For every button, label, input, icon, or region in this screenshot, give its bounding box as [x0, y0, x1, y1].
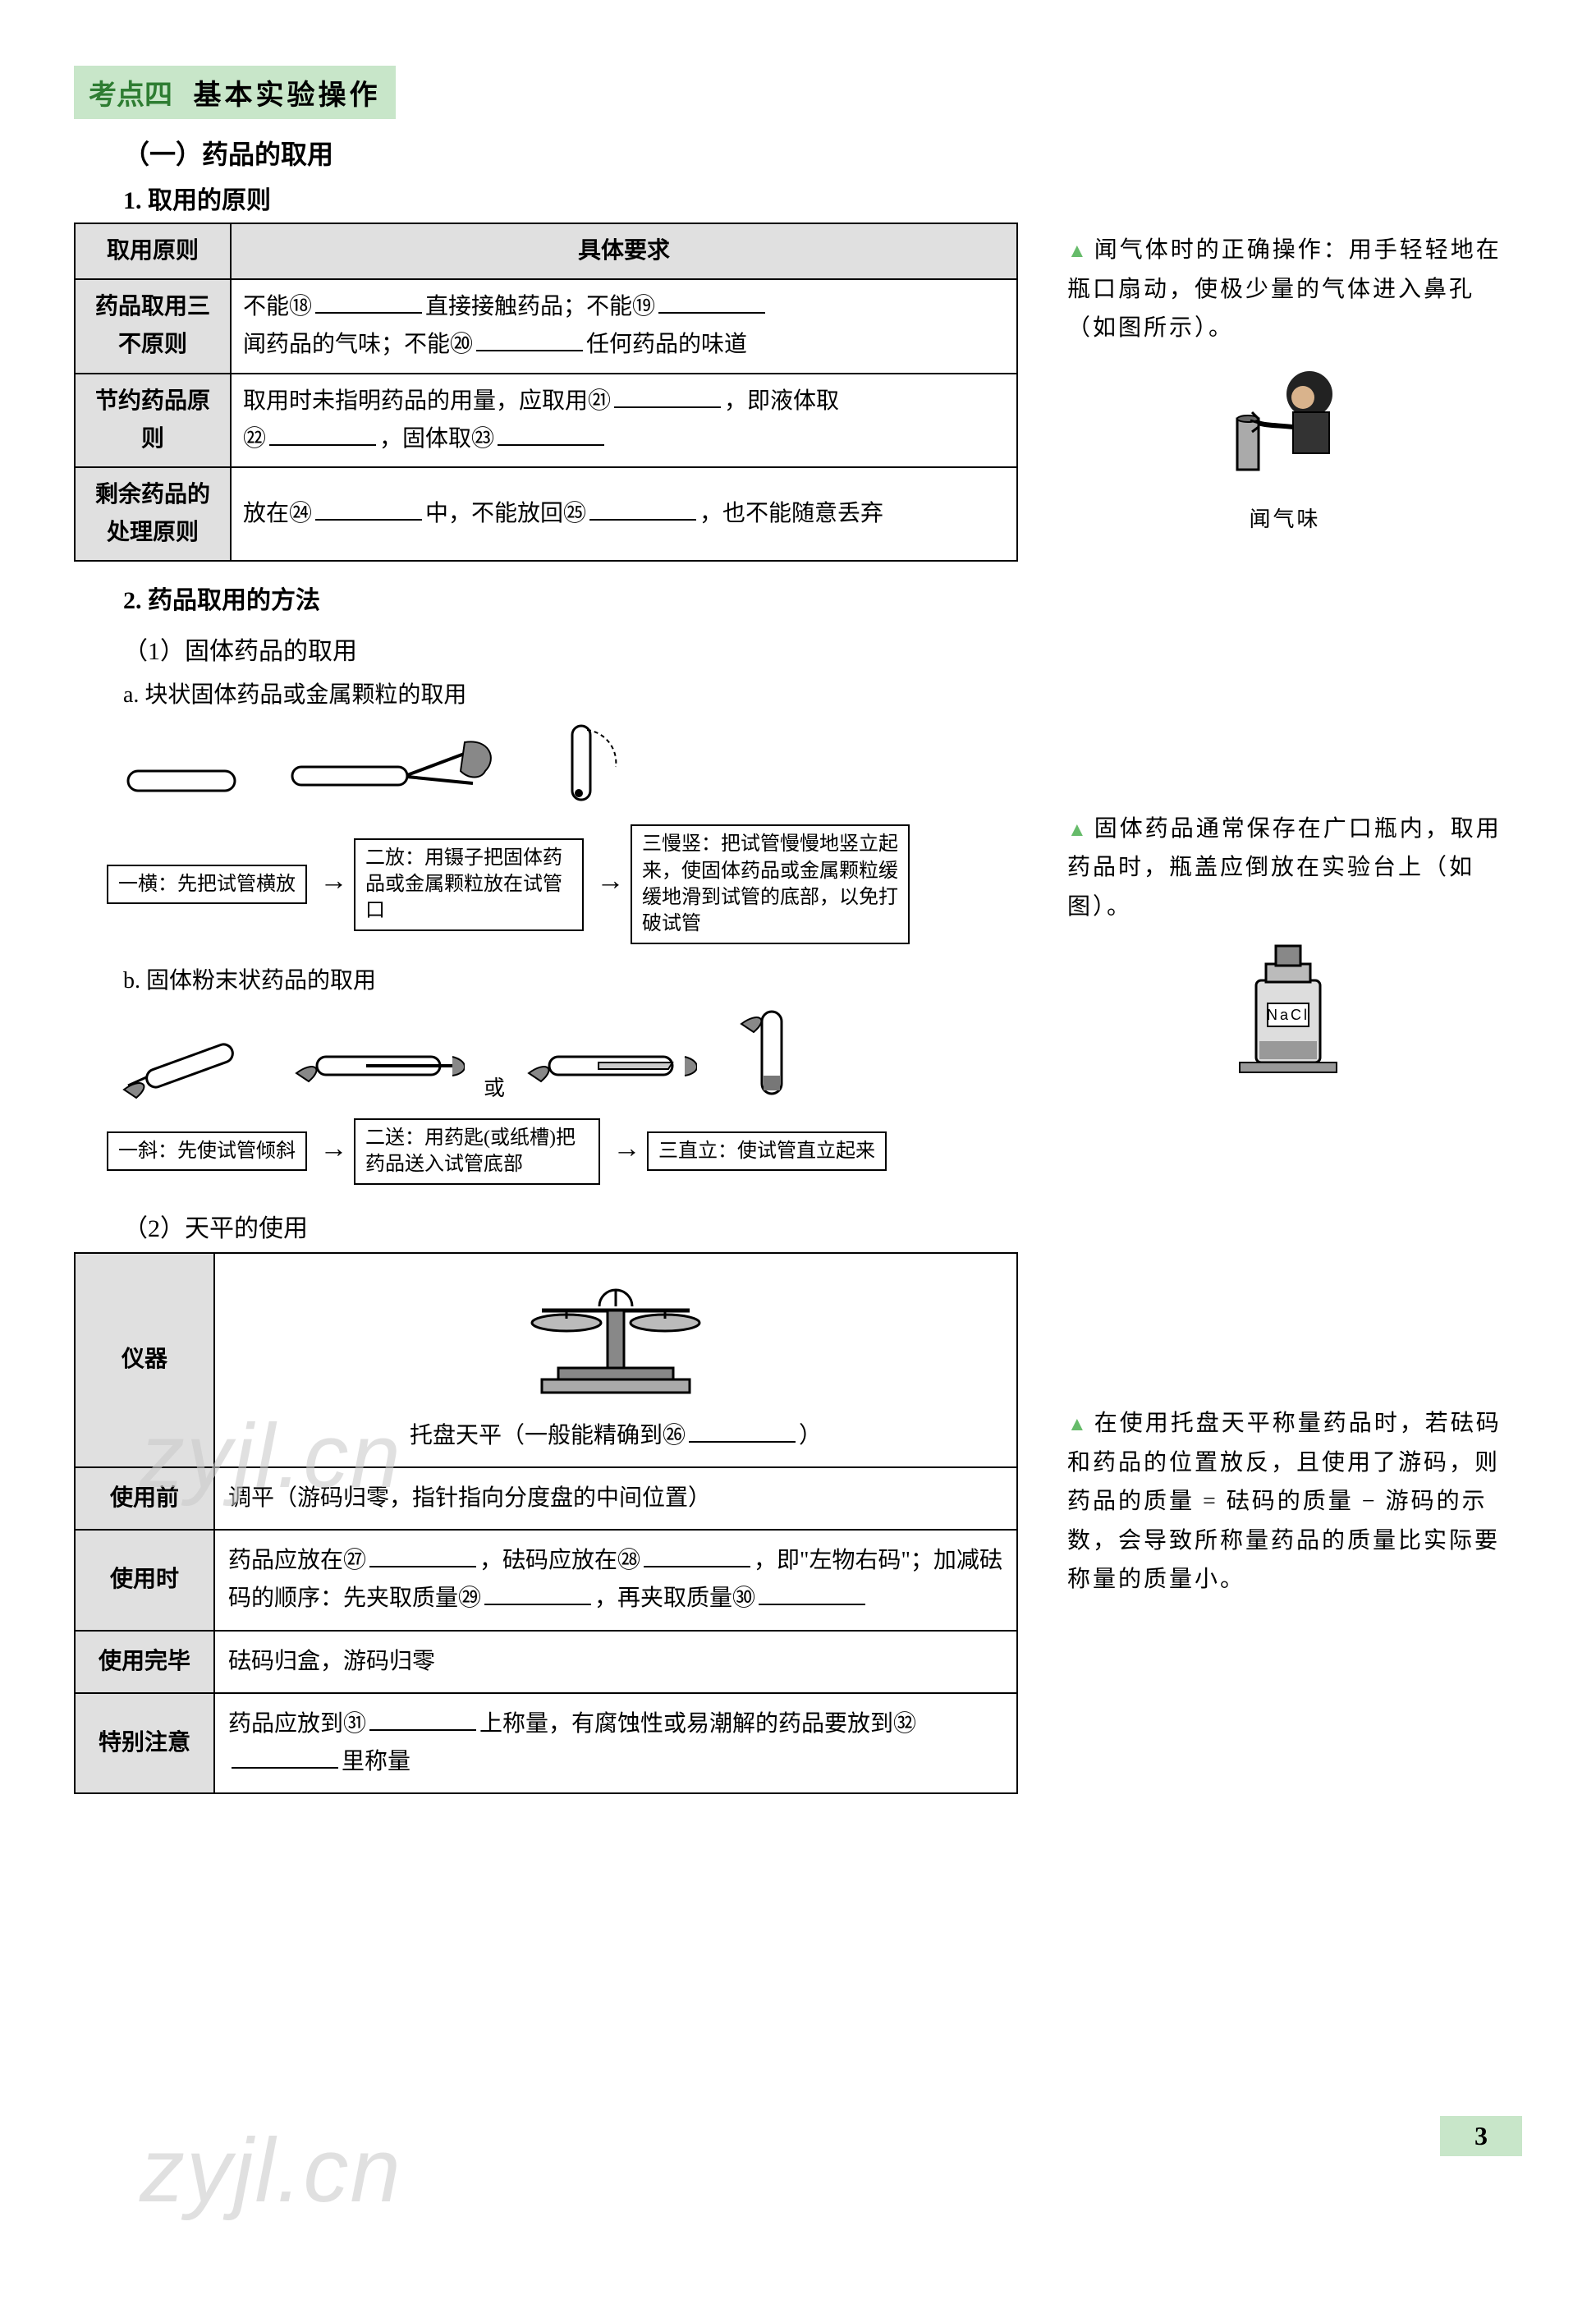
- section-title: 基本实验操作: [194, 80, 381, 111]
- row-content: 药品应放在㉗，砝码应放在㉘，即"左物右码"；加减砝码的顺序：先夹取质量㉙，再夹取…: [214, 1530, 1017, 1630]
- section-header: 考点四 基本实验操作: [74, 66, 396, 119]
- table-row: 剩余药品的处理原则 放在㉔中，不能放回㉕，也不能随意丢弃: [75, 467, 1017, 561]
- arrow-icon: →: [597, 866, 625, 897]
- table-balance: 仪器: [74, 1252, 1018, 1795]
- blank-32: [232, 1743, 338, 1769]
- test-tube-horizontal-icon: [120, 750, 251, 808]
- row-label: 使用完毕: [75, 1631, 214, 1693]
- triangle-icon: ▲: [1067, 241, 1089, 262]
- arrow-icon: →: [613, 1133, 641, 1163]
- flow1-step3: 三慢竖：把试管慢慢地竖立起来，使固体药品或金属颗粒缓缓地滑到试管的底部，以免打破…: [631, 824, 910, 944]
- smell-caption: 闻气味: [1067, 502, 1502, 538]
- blank-18: [315, 288, 422, 314]
- diagram-block-forceps: [107, 718, 1018, 808]
- sidenote-smell: ▲闻气体时的正确操作：用手轻轻地在瓶口扇动，使极少量的气体进入鼻孔（如图所示）。…: [1067, 231, 1502, 539]
- row-content: 取用时未指明药品的用量，应取用㉑，即液体取 ㉒，固体取㉓: [231, 374, 1017, 467]
- row-label: 药品取用三不原则: [75, 279, 231, 373]
- flow1-step1: 一横：先把试管横放: [107, 865, 307, 904]
- blank-31: [369, 1705, 476, 1731]
- test-tube-tilting-icon: [530, 718, 628, 808]
- paper-trough-icon: [525, 1028, 697, 1102]
- h2a: （1）固体药品的取用: [123, 631, 1018, 667]
- section-number: 考点四: [89, 80, 172, 111]
- table-row: 使用完毕 砝码归盒，游码归零: [75, 1631, 1017, 1693]
- flow2-step1: 一斜：先使试管倾斜: [107, 1131, 307, 1171]
- arrow-icon: →: [320, 866, 348, 897]
- blank-22: [269, 420, 376, 446]
- row-label: 特别注意: [75, 1693, 214, 1793]
- table-row: 药品取用三不原则 不能⑱直接接触药品；不能⑲ 闻药品的气味；不能⑳任何药品的味道: [75, 279, 1017, 373]
- row-content: 不能⑱直接接触药品；不能⑲ 闻药品的气味；不能⑳任何药品的味道: [231, 279, 1017, 373]
- arrow-icon: →: [320, 1133, 348, 1163]
- flow1-step2: 二放：用镊子把固体药品或金属颗粒放在试管口: [354, 838, 584, 931]
- cell-instrument: 托盘天平（一般能精确到㉖）: [214, 1253, 1017, 1467]
- blank-26: [689, 1417, 796, 1443]
- balance-icon: [509, 1265, 722, 1405]
- row-content: 砝码归盒，游码归零: [214, 1631, 1017, 1693]
- scoop-insert-icon: [292, 1028, 465, 1102]
- h2: 2. 药品取用的方法: [123, 580, 1018, 616]
- blank-21: [614, 383, 721, 408]
- sidenote-balance: ▲在使用托盘天平称量药品时，若砝码和药品的位置放反，且使用了游码，则药品的质量 …: [1067, 1404, 1502, 1599]
- row-content: 调平（游码归零，指针指向分度盘的中间位置）: [214, 1467, 1017, 1530]
- sub1-h1: 1. 取用的原则: [123, 180, 1522, 216]
- table-principles: 取用原则 具体要求 药品取用三不原则 不能⑱直接接触药品；不能⑲ 闻药品的气味；…: [74, 223, 1018, 562]
- th-right: 具体要求: [231, 223, 1017, 279]
- triangle-icon: ▲: [1067, 1414, 1089, 1435]
- blank-19: [658, 288, 765, 314]
- h2a1: a. 块状固体药品或金属颗粒的取用: [123, 677, 1018, 709]
- blank-30: [759, 1581, 865, 1606]
- sidenote-bottle: ▲固体药品通常保存在广口瓶内，取用药品时，瓶盖应倒放在实验台上（如图）。 NaC…: [1067, 810, 1502, 1092]
- page-number: 3: [1440, 2116, 1522, 2156]
- table-row: 使用时 药品应放在㉗，砝码应放在㉘，即"左物右码"；加减砝码的顺序：先夹取质量㉙…: [75, 1530, 1017, 1630]
- row-label: 剩余药品的处理原则: [75, 467, 231, 561]
- blank-20: [476, 327, 583, 352]
- blank-28: [644, 1542, 750, 1567]
- h2b: （2）天平的使用: [123, 1208, 1018, 1244]
- triangle-icon: ▲: [1067, 819, 1089, 841]
- row-content: 放在㉔中，不能放回㉕，也不能随意丢弃: [231, 467, 1017, 561]
- watermark: zyjl.cn: [140, 2118, 402, 2223]
- blank-27: [369, 1542, 476, 1567]
- bottle-label: NaCl: [1267, 1007, 1309, 1023]
- row-label: 节约药品原则: [75, 374, 231, 467]
- blank-29: [484, 1581, 591, 1606]
- th-left: 取用原则: [75, 223, 231, 279]
- tilt-tube-icon: [120, 1028, 259, 1102]
- flow2-step3: 三直立：使试管直立起来: [647, 1131, 887, 1171]
- subsection-1-title: （一）药品的取用: [123, 134, 1522, 172]
- h2a2: b. 固体粉末状药品的取用: [123, 962, 1018, 995]
- row-content: 药品应放到㉛上称量，有腐蚀性或易潮解的药品要放到㉜里称量: [214, 1693, 1017, 1793]
- smell-illustration-icon: [1219, 361, 1351, 484]
- row-label: 使用时: [75, 1530, 214, 1630]
- blank-25: [589, 495, 696, 521]
- row-label: 使用前: [75, 1467, 214, 1530]
- blank-23: [498, 420, 604, 446]
- table-row: 使用前 调平（游码归零，指针指向分度盘的中间位置）: [75, 1467, 1017, 1530]
- diagram-powder-scoop: 或: [107, 1003, 1018, 1102]
- forceps-icon: [284, 734, 498, 808]
- tube-upright-icon: [729, 1003, 819, 1102]
- or-label: 或: [484, 1076, 505, 1100]
- table-row: 节约药品原则 取用时未指明药品的用量，应取用㉑，即液体取 ㉒，固体取㉓: [75, 374, 1017, 467]
- blank-24: [315, 495, 422, 521]
- table-row: 特别注意 药品应放到㉛上称量，有腐蚀性或易潮解的药品要放到㉜里称量: [75, 1693, 1017, 1793]
- wide-mouth-bottle-icon: NaCl: [1223, 939, 1346, 1079]
- flow2-step2: 二送：用药匙(或纸槽)把药品送入试管底部: [354, 1118, 600, 1185]
- row-label: 仪器: [75, 1253, 214, 1467]
- table-row: 仪器: [75, 1253, 1017, 1467]
